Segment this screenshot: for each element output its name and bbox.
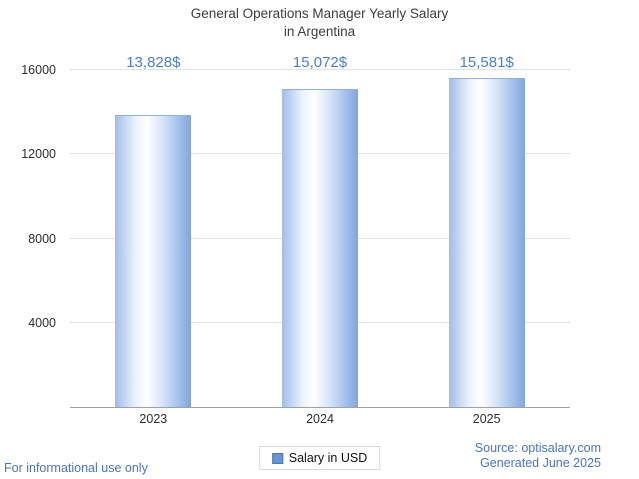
y-tick-label: 4000 bbox=[28, 315, 56, 330]
y-tick-label: 16000 bbox=[21, 63, 56, 77]
x-tick-label: 2023 bbox=[139, 412, 168, 426]
bar-columns bbox=[70, 70, 570, 407]
disclaimer-text: For informational use only bbox=[4, 461, 148, 475]
y-tick-label: 12000 bbox=[21, 147, 56, 162]
x-tick-label: 2024 bbox=[306, 412, 334, 426]
source-link[interactable]: Source: optisalary.com bbox=[474, 441, 601, 455]
chart-title-line-1: General Operations Manager Yearly Salary bbox=[190, 6, 449, 21]
x-tick-label: 2025 bbox=[472, 412, 501, 426]
y-tick-label: 8000 bbox=[28, 231, 56, 246]
bar-value-label: 13,828$ bbox=[126, 54, 181, 71]
chart-title-line-2: in Argentina bbox=[283, 23, 356, 39]
bar-column bbox=[237, 70, 404, 407]
x-axis-labels: 2023 2024 2025 bbox=[70, 412, 570, 426]
bar-value-label: 15,581$ bbox=[459, 54, 514, 71]
bar-column bbox=[70, 70, 237, 407]
bar-column bbox=[403, 70, 570, 407]
gridline bbox=[70, 69, 570, 70]
legend-swatch-icon bbox=[271, 452, 283, 464]
y-axis: 4000 8000 12000 16000 bbox=[0, 63, 62, 407]
plot-area bbox=[70, 69, 570, 408]
legend: Salary in USD bbox=[258, 446, 381, 470]
bar-value-label: 15,072$ bbox=[292, 54, 348, 71]
chart-title: General Operations Manager Yearly Salary… bbox=[0, 5, 639, 40]
legend-label: Salary in USD bbox=[288, 451, 368, 465]
generated-text: Generated June 2025 bbox=[480, 456, 601, 471]
bar-2025 bbox=[448, 77, 525, 407]
bar-2023 bbox=[115, 114, 192, 407]
bar-2024 bbox=[282, 88, 358, 407]
value-label-row: 13,828$ 15,072$ 15,581$ bbox=[70, 54, 570, 71]
source-block: Source: optisalary.com Generated June 20… bbox=[475, 441, 601, 472]
